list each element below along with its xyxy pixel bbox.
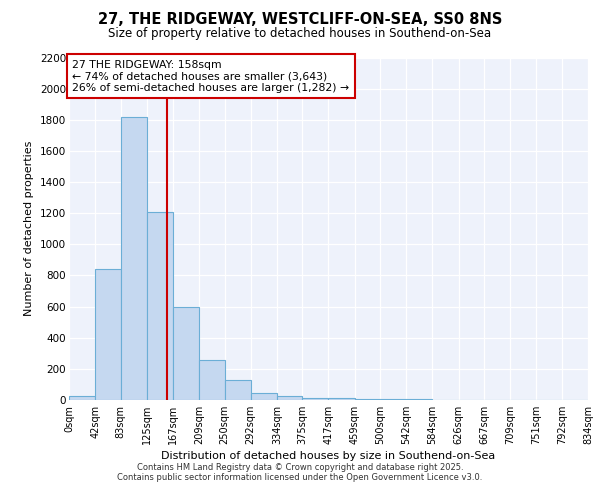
- Bar: [95, 269, 121, 400]
- Text: Contains HM Land Registry data © Crown copyright and database right 2025.
Contai: Contains HM Land Registry data © Crown c…: [118, 463, 482, 482]
- Bar: [406, 399, 433, 400]
- Bar: [302, 398, 329, 400]
- Bar: [147, 212, 173, 400]
- Bar: [173, 306, 199, 400]
- Bar: [355, 399, 380, 400]
- Bar: [199, 360, 224, 400]
- Bar: [69, 396, 95, 400]
- Text: Size of property relative to detached houses in Southend-on-Sea: Size of property relative to detached ho…: [109, 28, 491, 40]
- Bar: [251, 393, 277, 400]
- Bar: [329, 398, 355, 400]
- Bar: [380, 399, 406, 400]
- Text: 27 THE RIDGEWAY: 158sqm
← 74% of detached houses are smaller (3,643)
26% of semi: 27 THE RIDGEWAY: 158sqm ← 74% of detache…: [72, 60, 349, 93]
- Bar: [277, 396, 302, 400]
- Text: 27, THE RIDGEWAY, WESTCLIFF-ON-SEA, SS0 8NS: 27, THE RIDGEWAY, WESTCLIFF-ON-SEA, SS0 …: [98, 12, 502, 28]
- Y-axis label: Number of detached properties: Number of detached properties: [25, 141, 34, 316]
- Bar: [224, 380, 251, 400]
- X-axis label: Distribution of detached houses by size in Southend-on-Sea: Distribution of detached houses by size …: [161, 451, 496, 461]
- Bar: [121, 116, 147, 400]
